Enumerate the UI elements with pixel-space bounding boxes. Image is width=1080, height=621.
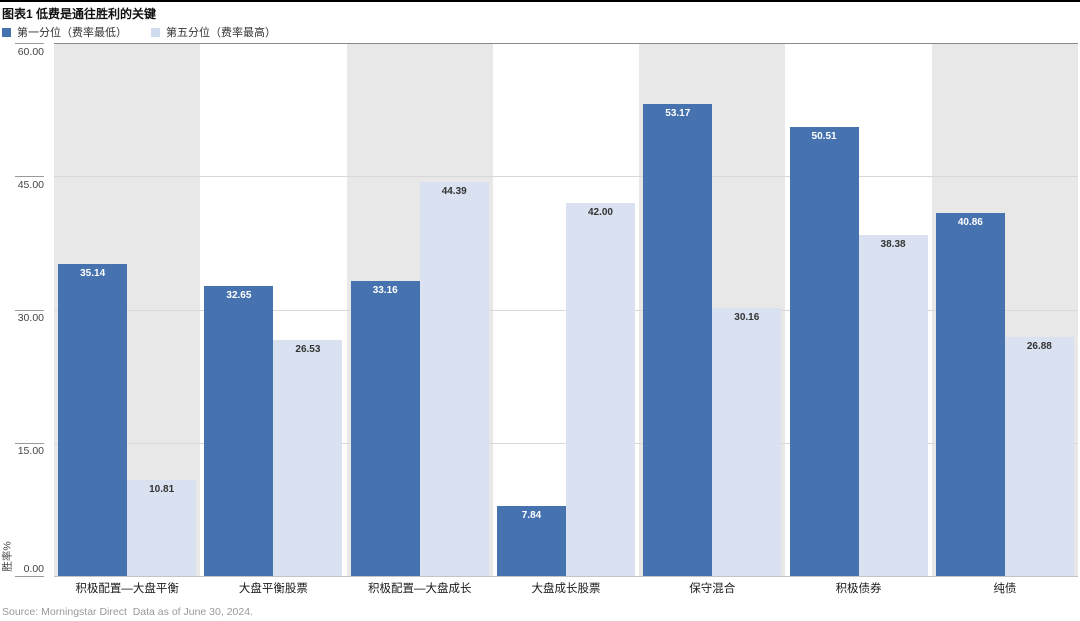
bar-group: 33.16 44.39 <box>347 43 493 576</box>
y-axis-tick-mark <box>15 576 44 577</box>
y-axis-tick-label: 0.00 <box>23 563 44 575</box>
x-axis-label: 积极配置—大盘成长 <box>367 583 472 595</box>
top-rule <box>0 0 1080 2</box>
legend-label-first-quintile: 第一分位（费率最低） <box>17 27 127 39</box>
bar-first-quintile: 35.14 <box>58 263 128 576</box>
y-axis-tick-mark <box>15 442 44 444</box>
bar-group: 32.65 26.53 <box>200 43 346 576</box>
bar-fifth-quintile: 10.81 <box>127 479 197 576</box>
legend-swatch-first-quintile <box>2 27 11 37</box>
x-axis-label: 保守混合 <box>689 583 736 595</box>
bar-first-quintile: 50.51 <box>789 127 859 576</box>
bar-group: 7.84 42.00 <box>493 43 639 576</box>
bar-fifth-quintile: 44.39 <box>419 181 489 576</box>
y-axis-tick-mark <box>15 309 44 311</box>
x-axis: 积极配置—大盘平衡 大盘平衡股票 积极配置—大盘成长 大盘成长股票 保守混合 积极债券 纯债 <box>54 580 1078 596</box>
legend: 第一分位（费率最低） 第五分位（费率最高） <box>2 24 276 40</box>
bar-value-label: 38.38 <box>880 239 906 251</box>
chart-title: 图表1 低费是通往胜利的关键 <box>2 7 157 21</box>
x-axis-label: 积极配置—大盘平衡 <box>75 583 179 595</box>
y-axis-tick-label: 30.00 <box>17 312 44 324</box>
legend-swatch-fifth-quintile <box>151 27 160 37</box>
bar-group: 53.17 30.16 <box>639 43 785 576</box>
bar-value-label: 7.84 <box>521 510 542 522</box>
bar-value-label: 50.51 <box>811 131 837 143</box>
x-axis-label: 纯债 <box>993 583 1017 595</box>
bar-group: 40.86 26.88 <box>932 43 1078 576</box>
bar-first-quintile: 53.17 <box>643 103 713 576</box>
y-axis-title: 胜率% <box>1 541 14 572</box>
bar-value-label: 30.16 <box>734 312 760 324</box>
y-axis-tick-label: 45.00 <box>17 178 44 191</box>
y-axis: 60.00 45.00 30.00 15.00 0.00 <box>0 43 54 577</box>
y-axis-tick-label: 60.00 <box>17 45 44 58</box>
x-axis-label: 大盘平衡股票 <box>238 583 308 595</box>
plot-area: 35.14 10.81 32.65 26.53 33.16 44.39 7.84 42.00 5… <box>54 43 1078 577</box>
bar-value-label: 33.16 <box>372 285 398 297</box>
plot-top-border <box>54 43 1078 44</box>
bar-fifth-quintile: 26.88 <box>1004 337 1074 576</box>
legend-item-fifth-quintile: 第五分位（费率最高） <box>151 24 276 40</box>
bar-group: 35.14 10.81 <box>54 43 200 576</box>
bar-fifth-quintile: 26.53 <box>273 340 343 576</box>
bar-value-label: 32.65 <box>226 289 252 301</box>
bar-value-label: 40.86 <box>957 217 983 229</box>
bar-value-label: 10.81 <box>149 483 175 495</box>
bar-fifth-quintile: 42.00 <box>565 202 635 576</box>
x-axis-label: 积极债券 <box>835 583 882 595</box>
bar-value-label: 42.00 <box>587 206 613 218</box>
y-axis-tick-mark <box>15 176 44 178</box>
source-note: Source: Morningstar Direct Data as of Ju… <box>2 606 253 618</box>
y-axis-tick-mark <box>15 43 44 44</box>
bar-first-quintile: 32.65 <box>204 285 274 576</box>
bar-value-label: 44.39 <box>441 185 467 197</box>
legend-label-fifth-quintile: 第五分位（费率最高） <box>166 27 276 39</box>
y-axis-tick-label: 15.00 <box>17 445 44 458</box>
plot-baseline <box>54 576 1078 577</box>
bar-group: 50.51 38.38 <box>785 43 931 576</box>
gridline <box>54 176 1078 178</box>
bar-value-label: 35.14 <box>80 267 106 279</box>
bar-first-quintile: 40.86 <box>935 213 1005 576</box>
bar-first-quintile: 33.16 <box>350 281 420 576</box>
x-axis-label: 大盘成长股票 <box>531 583 601 595</box>
legend-item-first-quintile: 第一分位（费率最低） <box>2 24 127 40</box>
bar-value-label: 26.53 <box>295 344 321 356</box>
bar-fifth-quintile: 38.38 <box>858 235 928 576</box>
bar-fifth-quintile: 30.16 <box>712 308 782 576</box>
bar-value-label: 53.17 <box>665 107 691 119</box>
bar-value-label: 26.88 <box>1026 341 1052 353</box>
bar-first-quintile: 7.84 <box>496 506 566 576</box>
